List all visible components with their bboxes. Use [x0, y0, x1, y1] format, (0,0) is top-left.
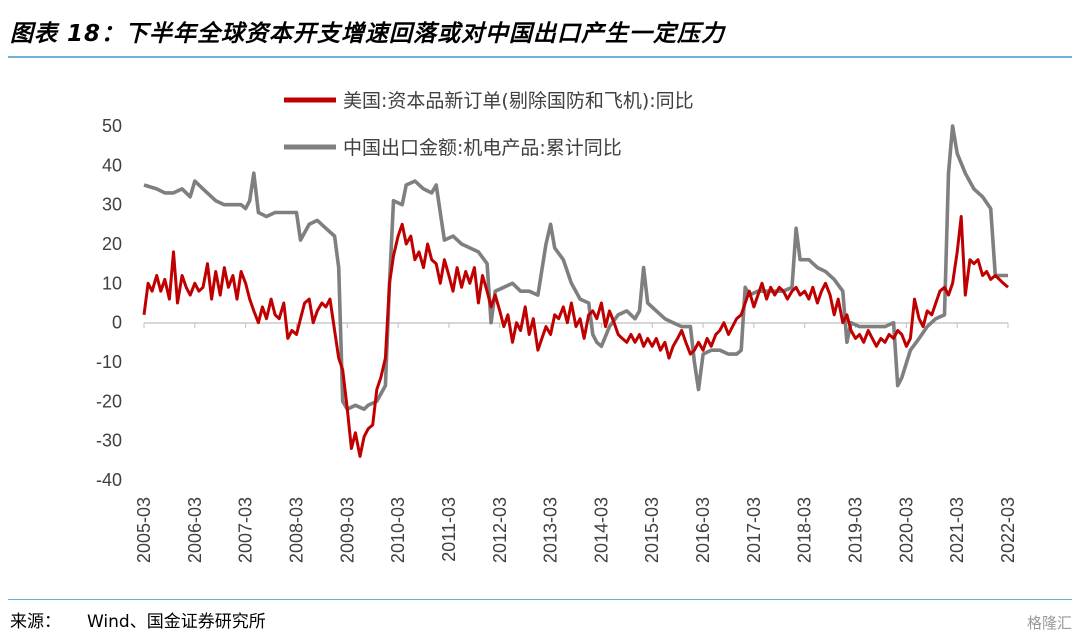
- series-line-us-capital-goods: [142, 215, 1009, 458]
- y-tick-label: 0: [112, 313, 122, 333]
- x-tick-label: 2014-03: [591, 497, 611, 563]
- y-tick-label: -30: [96, 431, 122, 451]
- title-rule: [8, 56, 1072, 58]
- legend-label-cn: 中国出口金额:机电产品:累计同比: [343, 137, 622, 159]
- source-note: 来源： Wind、国金证券研究所: [10, 607, 266, 632]
- y-tick-label: -20: [96, 391, 122, 411]
- y-tick-label: 20: [102, 234, 122, 254]
- y-tick-label: -10: [96, 352, 122, 372]
- x-tick-label: 2020-03: [896, 497, 916, 563]
- x-tick-label: 2013-03: [541, 497, 561, 563]
- watermark-logo: 格隆汇: [1026, 614, 1072, 632]
- legend-label-us: 美国:资本品新订单(剔除国防和飞机):同比: [343, 90, 694, 112]
- x-tick-label: 2006-03: [185, 497, 205, 563]
- y-tick-label: 40: [102, 155, 122, 175]
- y-axis: 50 40 30 20 10 0 -10 -20 -30 -40: [96, 116, 122, 490]
- x-tick-label: 2012-03: [490, 497, 510, 563]
- x-tick-label: 2016-03: [693, 497, 713, 563]
- x-tick-label: 2017-03: [744, 497, 764, 563]
- x-tick-label: 2007-03: [236, 497, 256, 563]
- x-tick-label: 2009-03: [337, 497, 357, 563]
- x-tick-label: 2011-03: [439, 497, 459, 562]
- x-axis: 2005-03 2006-03 2007-03 2008-03 2009-03 2010-…: [134, 323, 1018, 563]
- x-tick-label: 2021-03: [947, 497, 967, 563]
- x-tick-label: 2022-03: [998, 497, 1018, 563]
- x-tick-label: 2019-03: [846, 497, 866, 563]
- source-text: Wind、国金证券研究所: [87, 612, 266, 632]
- footer-rule: [8, 599, 1072, 600]
- x-tick-label: 2010-03: [388, 497, 408, 563]
- chart-title: 图表 18：下半年全球资本开支增速回落或对中国出口产生一定压力: [10, 21, 726, 47]
- x-tick-label: 2018-03: [795, 497, 815, 563]
- y-tick-label: 10: [102, 273, 122, 293]
- source-label: 来源：: [10, 612, 61, 632]
- series-layer: [142, 124, 1009, 458]
- y-tick-label: -40: [96, 470, 122, 490]
- y-tick-label: 30: [102, 195, 122, 215]
- x-tick-label: 2015-03: [642, 497, 662, 563]
- y-tick-label: 50: [102, 116, 122, 136]
- x-tick-label: 2008-03: [286, 497, 306, 563]
- legend: 美国:资本品新订单(剔除国防和飞机):同比 中国出口金额:机电产品:累计同比: [284, 90, 694, 159]
- x-tick-label: 2005-03: [134, 497, 154, 563]
- series-line-china-mech-elec-exports: [143, 124, 1008, 412]
